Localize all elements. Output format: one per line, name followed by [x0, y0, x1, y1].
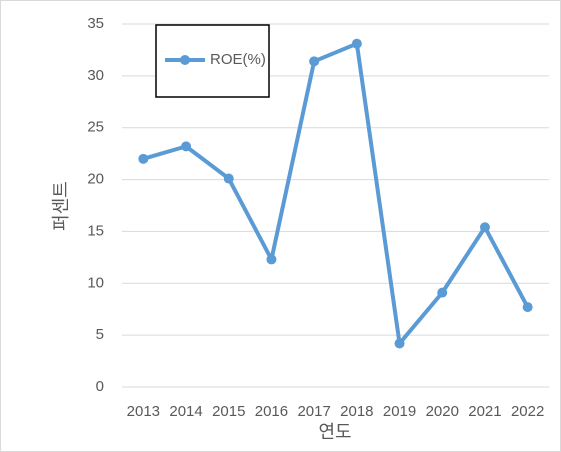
x-tick-label: 2018: [340, 403, 373, 420]
y-tick-label: 30: [87, 67, 104, 84]
y-tick-label: 20: [87, 171, 104, 188]
point: [437, 287, 448, 298]
x-tick-label: 2020: [426, 403, 459, 420]
x-tick-label: 2019: [383, 403, 416, 420]
y-tick-label: 25: [87, 119, 104, 136]
point: [309, 56, 320, 67]
x-tick-label: 2015: [212, 403, 245, 420]
y-axis-title: 퍼센트: [51, 181, 71, 231]
legend: ROE(%): [155, 24, 270, 98]
x-tick-label: 2016: [255, 403, 288, 420]
point: [351, 38, 362, 49]
legend-marker: [180, 55, 190, 65]
y-tick-label: 15: [87, 222, 104, 239]
point: [522, 302, 533, 313]
x-tick-label: 2021: [468, 403, 501, 420]
series-line: [142, 41, 530, 346]
x-tick-label: 2017: [297, 403, 330, 420]
legend-label: ROE(%): [210, 51, 266, 68]
point: [479, 222, 490, 233]
point: [223, 173, 234, 184]
x-tick-label: 2013: [127, 403, 160, 420]
point: [138, 153, 149, 164]
y-tick-label: 35: [87, 15, 104, 32]
x-tick-label: 2014: [169, 403, 202, 420]
y-tick-label: 5: [96, 326, 104, 343]
point: [266, 254, 277, 265]
y-tick-label: 0: [96, 378, 104, 395]
point: [394, 338, 405, 349]
y-tick-label: 10: [87, 274, 104, 291]
point: [181, 141, 192, 152]
x-axis-title: 연도: [318, 422, 351, 442]
x-tick-label: 2022: [511, 403, 544, 420]
